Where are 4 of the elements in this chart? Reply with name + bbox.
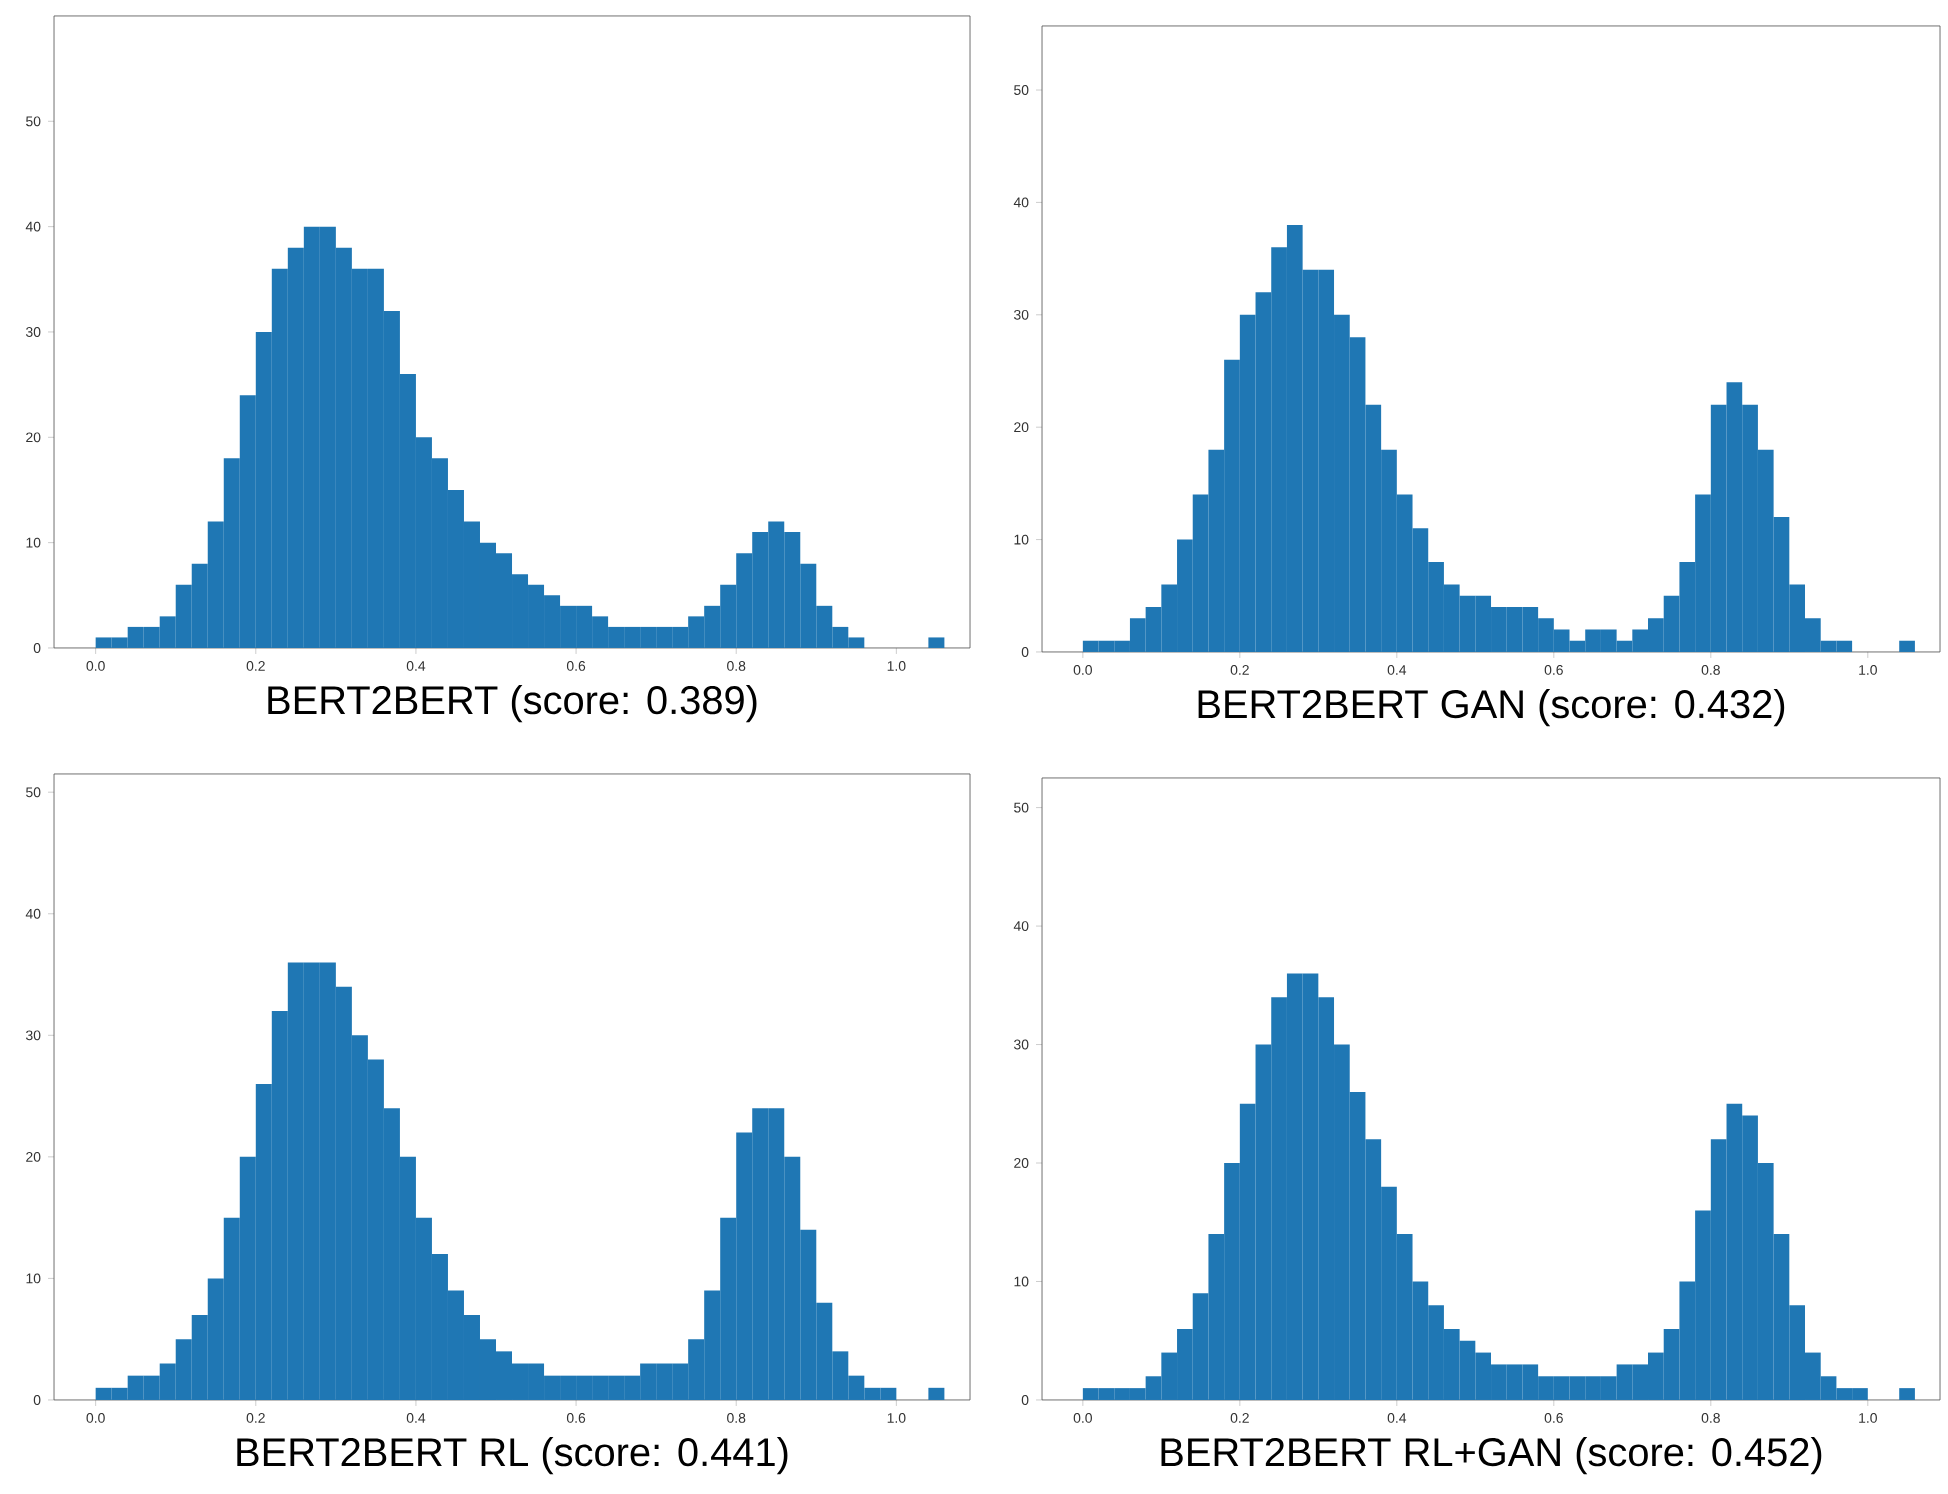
text: BERT2BERT GAN (score: 0.432) — [1198, 689, 1785, 727]
text: BERT2BERT (score: 0.389) — [268, 685, 757, 723]
text: BERT2BERT RL (score: 0.441) — [237, 1437, 788, 1475]
text: BERT2BERT RL+GAN (score: 0.452) — [1161, 1437, 1822, 1475]
